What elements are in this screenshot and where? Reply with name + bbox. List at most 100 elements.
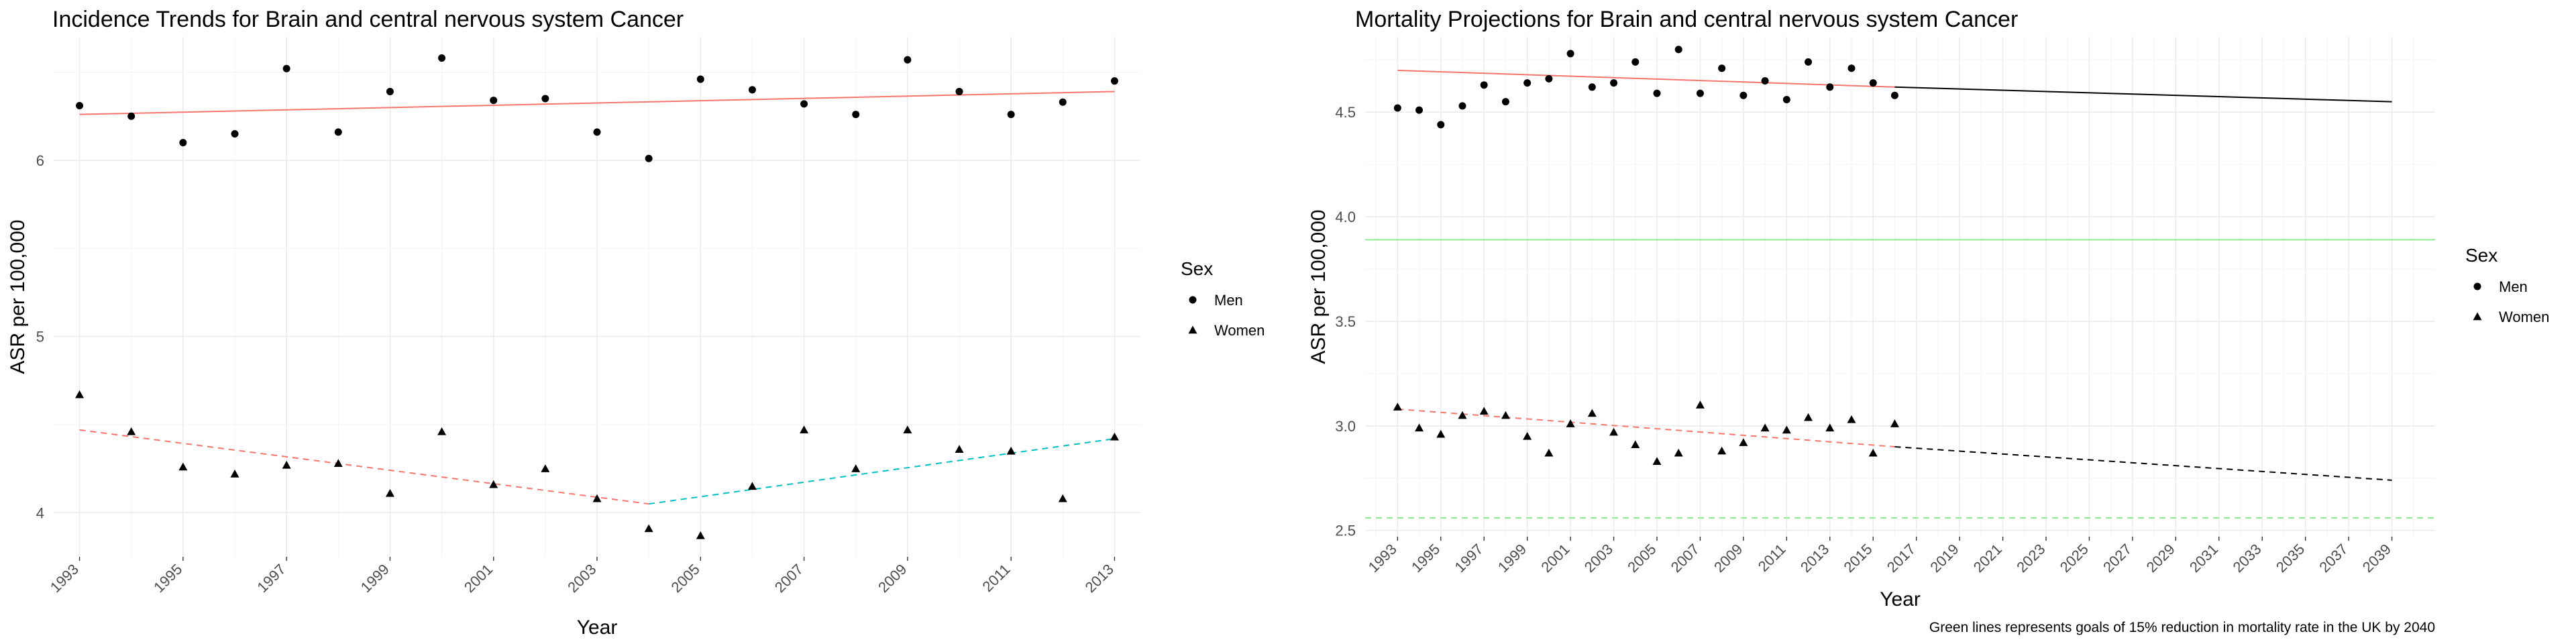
data-point-women (1006, 446, 1016, 455)
x-tick-label: 2009 (1711, 541, 1746, 576)
x-tick-label: 2015 (1840, 541, 1875, 576)
data-point-women (1695, 400, 1705, 409)
x-tick-label: 2031 (2186, 541, 2221, 576)
trend-line (1894, 445, 2392, 481)
data-point-women (230, 470, 239, 478)
data-point-men (1393, 104, 1401, 112)
data-point-men (1847, 64, 1856, 72)
legend-label-women: Women (2499, 309, 2549, 325)
x-tick-label: 2007 (1668, 541, 1703, 576)
data-point-men (438, 54, 446, 62)
x-tick-label: 2025 (2057, 541, 2092, 576)
data-point-men (955, 87, 963, 95)
data-point-men (1415, 106, 1424, 114)
series-women (1393, 400, 1899, 465)
grid (1365, 37, 2435, 537)
data-point-men (1805, 58, 1813, 66)
data-point-women (1110, 432, 1119, 441)
data-point-women (1058, 494, 1067, 502)
data-point-men (1458, 102, 1466, 110)
y-axis: 4 5 6 (36, 152, 44, 521)
x-tick-label: 1995 (150, 561, 185, 596)
data-point-women (1782, 425, 1791, 434)
data-point-women (1609, 427, 1619, 436)
legend-key-men (1189, 296, 1197, 304)
data-point-women (75, 390, 85, 398)
y-axis: 2.5 3.0 3.5 4.0 4.5 (1335, 104, 1356, 539)
data-point-women (1479, 407, 1489, 415)
x-tick-label: 2011 (1755, 541, 1789, 575)
data-point-men (1696, 89, 1704, 97)
data-point-men (1718, 64, 1726, 72)
data-point-men (904, 56, 912, 64)
legend-title: Sex (2465, 245, 2498, 266)
mortality-chart-panel: 1993 1995 1997 1999 2001 2003 2005 2007 2009 2011… (1301, 0, 2576, 644)
data-point-men (541, 95, 549, 103)
legend-label-women: Women (1214, 322, 1265, 339)
data-point-men (593, 128, 601, 136)
x-tick-label: 2001 (461, 561, 496, 596)
x-tick-label: 2011 (979, 561, 1014, 595)
y-tick-label: 4.5 (1335, 104, 1356, 121)
data-point-women (1631, 440, 1640, 449)
legend-title: Sex (1181, 258, 1213, 279)
data-point-men (645, 154, 653, 162)
legend-label-men: Men (2499, 278, 2528, 295)
data-point-women (437, 427, 447, 435)
trend-line (649, 437, 1115, 505)
data-point-women (1717, 446, 1727, 455)
data-point-men (1890, 91, 1898, 99)
x-tick-label: 2023 (2013, 541, 2048, 576)
data-point-women (1393, 402, 1402, 411)
data-point-men (1480, 81, 1488, 89)
x-tick-label: 2033 (2229, 541, 2264, 576)
data-point-men (1869, 79, 1877, 87)
x-tick-label: 2003 (1581, 541, 1616, 576)
legend-key-men (2473, 282, 2481, 290)
data-point-men (1059, 98, 1067, 106)
data-point-women (1458, 411, 1467, 419)
x-tick-label: 2009 (875, 561, 910, 596)
x-tick-label: 1993 (1365, 541, 1400, 576)
y-tick-label: 4 (36, 504, 44, 521)
data-point-men (1610, 79, 1618, 87)
x-tick-label: 2027 (2100, 541, 2135, 576)
data-point-women (1739, 438, 1748, 446)
data-point-women (127, 427, 136, 435)
x-tick-label: 2035 (2273, 541, 2308, 576)
data-point-women (903, 425, 912, 434)
x-tick-label: 2029 (2143, 541, 2178, 576)
data-point-men (386, 87, 394, 95)
x-tick-label: 2005 (1624, 541, 1659, 576)
x-tick-label: 1997 (254, 561, 288, 596)
data-point-men (282, 64, 290, 72)
x-tick-label: 1995 (1408, 541, 1443, 576)
data-point-women (385, 488, 394, 497)
data-point-men (179, 139, 187, 147)
data-point-men (1007, 111, 1015, 119)
grid (54, 37, 1140, 557)
x-tick-label: 2003 (564, 561, 599, 596)
x-tick-label: 2037 (2316, 541, 2351, 576)
chart-title: Incidence Trends for Brain and central n… (52, 7, 684, 32)
data-point-women (1566, 419, 1575, 427)
data-point-men (1826, 83, 1834, 91)
y-axis-title: ASR per 100,000 (1307, 209, 1330, 364)
data-point-women (1436, 429, 1446, 438)
data-point-women (1415, 423, 1424, 432)
data-point-women (592, 494, 602, 502)
trend-line (79, 429, 649, 505)
data-point-women (1890, 419, 1899, 427)
data-point-men (1588, 83, 1596, 91)
x-tick-label: 1999 (358, 561, 392, 596)
data-point-men (231, 129, 239, 138)
data-point-men (1523, 79, 1532, 87)
chart-caption: Green lines represents goals of 15% redu… (1929, 620, 2435, 635)
data-point-women (800, 425, 809, 434)
data-point-men (800, 100, 808, 108)
data-point-women (178, 462, 188, 471)
data-point-men (1739, 91, 1748, 99)
data-point-men (334, 128, 342, 136)
data-point-men (1653, 89, 1661, 97)
